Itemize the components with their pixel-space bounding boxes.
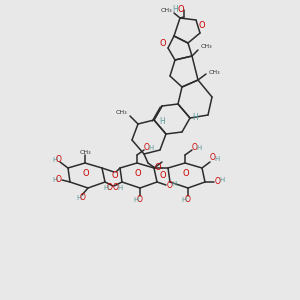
Text: H: H <box>182 197 187 203</box>
Text: H: H <box>52 157 58 163</box>
Text: CH₃: CH₃ <box>201 44 213 50</box>
Text: CH₃: CH₃ <box>160 8 172 14</box>
Text: O: O <box>137 196 143 205</box>
Text: H: H <box>76 195 82 201</box>
Text: O: O <box>185 196 191 205</box>
Text: O: O <box>56 176 62 184</box>
Text: O: O <box>56 155 62 164</box>
Text: H: H <box>214 156 220 162</box>
Text: O: O <box>113 184 119 193</box>
Text: O: O <box>192 143 198 152</box>
Text: O: O <box>83 169 89 178</box>
Text: O: O <box>135 169 141 178</box>
Text: H: H <box>103 185 109 191</box>
Text: O: O <box>144 143 150 152</box>
Text: H: H <box>117 185 123 191</box>
Text: O: O <box>107 184 113 193</box>
Text: O: O <box>80 194 86 202</box>
Text: CH₃: CH₃ <box>79 149 91 154</box>
Text: H: H <box>219 177 225 183</box>
Text: CH₃: CH₃ <box>116 110 127 116</box>
Text: H: H <box>159 118 165 127</box>
Text: H: H <box>134 197 139 203</box>
Text: O: O <box>199 22 205 31</box>
Text: H: H <box>171 181 177 187</box>
Text: O: O <box>160 40 166 49</box>
Text: O: O <box>210 154 216 163</box>
Text: O: O <box>183 169 189 178</box>
Text: CH₃: CH₃ <box>209 70 220 74</box>
Text: O: O <box>178 5 184 14</box>
Text: O: O <box>160 170 166 179</box>
Text: O: O <box>215 178 221 187</box>
Text: H: H <box>148 145 154 151</box>
Text: O: O <box>167 182 173 190</box>
Text: O: O <box>155 164 161 172</box>
Text: H: H <box>172 5 178 14</box>
Text: H: H <box>196 145 202 151</box>
Text: H: H <box>52 177 58 183</box>
Text: O: O <box>112 170 118 179</box>
Text: H: H <box>192 113 198 122</box>
